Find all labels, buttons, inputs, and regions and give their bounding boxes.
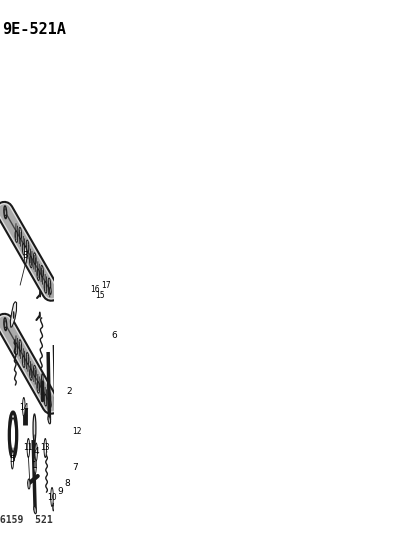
Ellipse shape [90,279,93,317]
Text: 12: 12 [72,427,81,437]
Circle shape [44,439,46,457]
Circle shape [11,451,14,469]
Ellipse shape [37,382,40,393]
Ellipse shape [41,265,43,277]
Text: 16: 16 [90,286,100,295]
Circle shape [59,483,61,501]
Ellipse shape [44,394,47,406]
Circle shape [51,488,53,506]
Polygon shape [66,431,72,454]
Ellipse shape [48,278,51,290]
Ellipse shape [5,320,6,328]
Ellipse shape [19,228,21,239]
Polygon shape [109,342,114,373]
Ellipse shape [33,365,36,377]
Text: 2: 2 [66,387,71,397]
Ellipse shape [48,391,51,403]
Ellipse shape [15,343,18,354]
Circle shape [105,276,107,295]
Ellipse shape [26,352,29,364]
Circle shape [69,439,70,446]
Ellipse shape [55,410,57,419]
Text: 10: 10 [47,492,57,502]
Text: 96159  521: 96159 521 [0,515,53,525]
Text: 4: 4 [33,448,39,456]
Ellipse shape [50,287,51,294]
Ellipse shape [39,312,40,318]
Ellipse shape [33,414,36,442]
Ellipse shape [41,378,43,390]
Text: 5: 5 [9,456,15,464]
Circle shape [66,474,69,492]
Circle shape [24,246,27,264]
Ellipse shape [33,253,36,264]
Circle shape [13,312,14,318]
Ellipse shape [22,244,25,255]
Text: 14: 14 [19,402,28,411]
Circle shape [99,286,101,304]
Circle shape [112,326,115,344]
Ellipse shape [68,489,69,497]
Text: 13: 13 [40,443,50,453]
Circle shape [74,459,76,477]
Ellipse shape [63,497,64,504]
Ellipse shape [52,503,54,511]
Ellipse shape [37,269,40,280]
Text: 17: 17 [101,280,111,289]
Ellipse shape [95,301,98,315]
Ellipse shape [26,240,29,252]
Circle shape [68,383,70,401]
Circle shape [34,456,36,474]
Polygon shape [10,302,17,327]
Ellipse shape [101,280,102,287]
Ellipse shape [22,356,25,368]
Text: 1: 1 [32,461,38,470]
Text: 15: 15 [95,290,105,300]
Circle shape [93,280,96,300]
Ellipse shape [34,506,36,514]
Ellipse shape [41,374,43,383]
Circle shape [75,423,78,441]
Ellipse shape [44,281,47,293]
Text: 9: 9 [57,488,63,497]
Circle shape [27,439,29,457]
Circle shape [23,398,25,416]
Ellipse shape [15,231,18,243]
Ellipse shape [29,256,32,268]
Circle shape [101,298,102,306]
Ellipse shape [28,479,30,489]
Ellipse shape [50,400,51,407]
Text: 8: 8 [64,479,70,488]
Ellipse shape [4,318,7,330]
Ellipse shape [29,369,32,381]
Ellipse shape [4,206,7,219]
Text: 9E-521A: 9E-521A [2,22,66,37]
Text: 11: 11 [24,443,33,453]
Text: 3: 3 [23,251,28,260]
Ellipse shape [5,208,6,216]
Circle shape [35,443,37,461]
Text: 6: 6 [111,330,116,340]
Text: 7: 7 [72,464,78,472]
Ellipse shape [48,416,50,424]
Ellipse shape [19,340,21,351]
